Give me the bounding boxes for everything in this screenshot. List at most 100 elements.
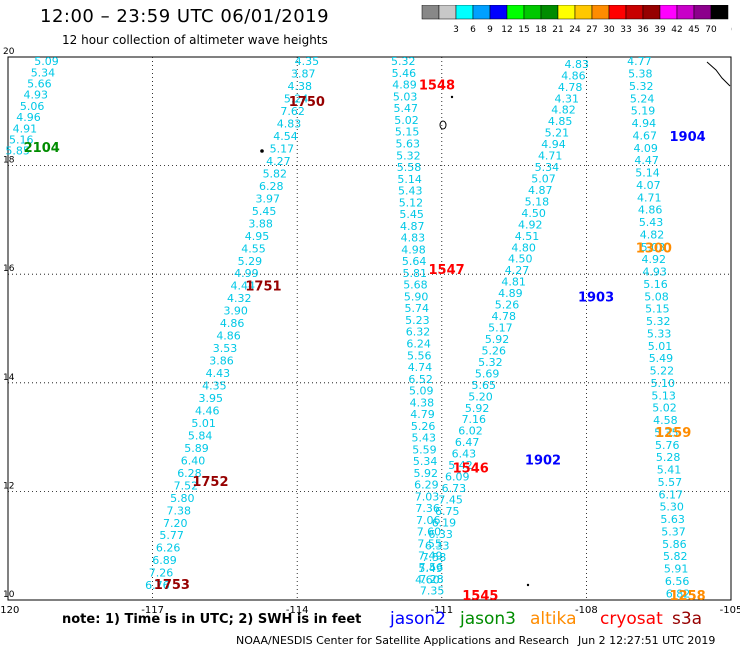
wave-height-value: 5.32 xyxy=(478,356,503,369)
wave-height-value: 4.71 xyxy=(538,150,563,163)
wave-height-value: 4.93 xyxy=(23,89,48,102)
wave-height-value: 5.26 xyxy=(495,299,520,312)
wave-height-value: 6.19 xyxy=(432,516,457,529)
wave-height-value: 5.08 xyxy=(644,290,669,303)
wave-height-value: 5.14 xyxy=(397,173,422,186)
wave-height-value: 5.20 xyxy=(468,390,493,403)
wave-height-value: 4.60 xyxy=(415,574,440,587)
lat-tick-label: 14 xyxy=(3,373,15,383)
wave-height-value: 4.96 xyxy=(16,111,41,124)
wave-height-value: 6.73 xyxy=(442,482,467,495)
legend-cryosat: cryosat xyxy=(600,609,663,629)
wave-height-value: 4.50 xyxy=(508,253,533,266)
wave-height-value: 5.02 xyxy=(652,402,677,415)
scale-bin xyxy=(710,5,729,20)
wave-height-value: 6.47 xyxy=(455,436,480,449)
wave-height-value: 4.87 xyxy=(528,184,553,197)
wave-height-value: 5.06 xyxy=(20,100,45,113)
map-frame xyxy=(7,56,732,601)
wave-height-value: 5.32 xyxy=(391,55,416,68)
wave-height-value: 5.03 xyxy=(641,241,666,254)
wave-height-value: 6.33 xyxy=(428,528,453,541)
wave-height-value: 6.52 xyxy=(408,373,433,386)
pass-time-label: 1750 xyxy=(289,95,325,110)
wave-height-value: 4.55 xyxy=(241,242,266,255)
wave-height-value: 5.46 xyxy=(392,67,417,80)
wave-height-value: 5.26 xyxy=(481,344,506,357)
wave-height-value: 4.91 xyxy=(13,122,38,135)
legend-s3a: s3a xyxy=(672,609,703,629)
wave-height-value: 5.82 xyxy=(663,550,688,563)
wave-height-value: 4.77 xyxy=(627,55,652,68)
wave-height-value: 5.49 xyxy=(418,562,443,575)
lon-tick-label: -120 xyxy=(0,605,19,616)
wave-height-value: 4.35 xyxy=(202,380,227,393)
wave-height-value: 4.83 xyxy=(277,118,302,131)
wave-height-value: 5.92 xyxy=(465,402,490,415)
wave-height-value: 6.29 xyxy=(414,479,439,492)
wave-height-value: 4.74 xyxy=(408,361,433,374)
wave-height-value: 4.31 xyxy=(555,92,580,105)
wave-height-value: 5.29 xyxy=(238,255,263,268)
chart-title: 12:00 – 23:59 UTC 06/01/2019 xyxy=(40,6,330,27)
wave-height-value: 5.15 xyxy=(395,126,420,139)
wave-height-value: 5.81 xyxy=(403,267,428,280)
wave-height-value: 4.44 xyxy=(231,280,256,293)
wave-height-value: 5.32 xyxy=(646,315,671,328)
wave-height-value: 5.65 xyxy=(472,379,497,392)
wave-height-value: 4.27 xyxy=(266,155,291,168)
wave-height-value: 4.86 xyxy=(216,330,241,343)
wave-height-value: 4.51 xyxy=(515,230,540,243)
wave-height-value: 4.80 xyxy=(511,241,536,254)
scale-label: 33 xyxy=(620,25,631,35)
wave-height-value: 6.28 xyxy=(177,467,202,480)
lat-tick-label: 10 xyxy=(3,590,15,600)
wave-height-value: 5.45 xyxy=(399,208,424,221)
lon-tick-label: -105 xyxy=(720,605,740,616)
pass-time-label: 1547 xyxy=(429,263,465,278)
wave-height-value: 5.09 xyxy=(34,55,59,68)
wave-height-value: 5.38 xyxy=(628,68,653,81)
island xyxy=(439,120,447,130)
wave-height-value: 5.24 xyxy=(284,93,309,106)
wave-height-value: 5.26 xyxy=(411,420,436,433)
wave-height-value: 7.56 xyxy=(419,561,444,574)
wave-height-value: 5.37 xyxy=(661,525,686,538)
scale-label: 15 xyxy=(518,25,529,35)
wave-height-value: 6.56 xyxy=(665,575,690,588)
wave-height-value: 5.76 xyxy=(655,439,680,452)
wave-height-value: 7.58 xyxy=(422,551,447,564)
wave-height-value: 5.49 xyxy=(649,352,674,365)
scale-label: 3 xyxy=(453,25,459,35)
wave-height-value: 5.74 xyxy=(404,302,429,315)
credit-line: NOAA/NESDIS Center for Satellite Applica… xyxy=(236,634,570,647)
pass-time-label: 2104 xyxy=(24,141,60,156)
wave-height-value: 4.94 xyxy=(632,117,657,130)
wave-height-value: 5.35 xyxy=(654,426,679,439)
wave-height-value: 5.42 xyxy=(448,459,473,472)
pass-time-label: 1259 xyxy=(655,426,691,441)
wave-height-value: 5.30 xyxy=(659,501,684,514)
scale-label: 45 xyxy=(688,25,699,35)
wave-height-value: 5.56 xyxy=(407,349,432,362)
wave-height-value: 5.18 xyxy=(525,195,550,208)
wave-height-value: 4.86 xyxy=(638,204,663,217)
wave-height-value: 5.43 xyxy=(412,432,437,445)
wave-height-value: 4.79 xyxy=(410,408,435,421)
wave-height-value: 5.16 xyxy=(643,278,668,291)
wave-height-value: 5.92 xyxy=(413,467,438,480)
chart-subtitle: 12 hour collection of altimeter wave hei… xyxy=(62,33,328,47)
generated-timestamp: Jun 2 12:27:51 UTC 2019 xyxy=(578,634,716,647)
scale-label: 6 xyxy=(470,25,476,35)
wave-height-value: 7.45 xyxy=(438,493,463,506)
wave-height-value: 3.87 xyxy=(291,68,316,81)
wave-height-value: 7.35 xyxy=(420,585,445,598)
wave-height-value: 6.09 xyxy=(445,471,470,484)
wave-height-value: 4.47 xyxy=(634,154,659,167)
wave-height-value: 6.75 xyxy=(435,505,460,518)
wave-height-value: 7.36 xyxy=(415,502,440,515)
island xyxy=(450,95,454,99)
wave-height-value: 4.81 xyxy=(501,276,526,289)
wave-height-value: 5.41 xyxy=(657,464,682,477)
